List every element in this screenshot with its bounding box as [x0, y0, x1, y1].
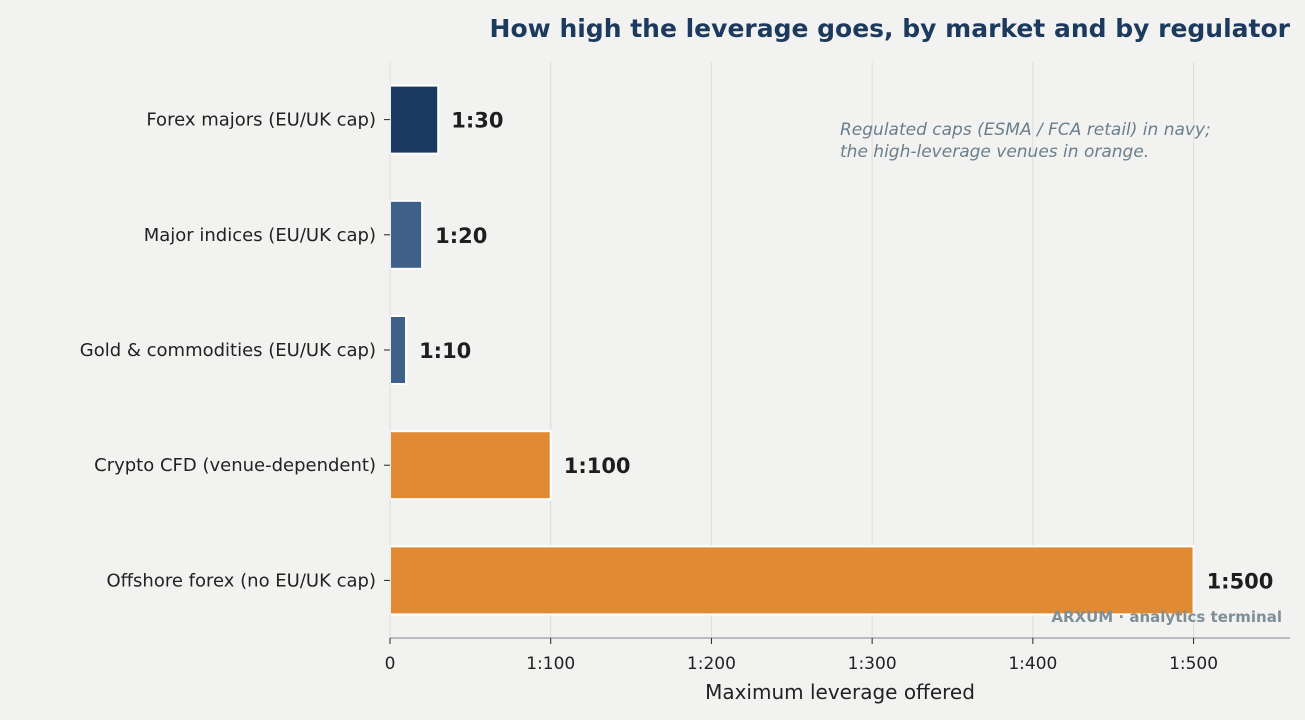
x-tick-label: 1:200 [687, 654, 736, 674]
value-label: 1:30 [451, 109, 503, 133]
axes [384, 62, 1290, 644]
value-label: 1:10 [419, 339, 471, 363]
bar [389, 545, 1195, 616]
bar [389, 315, 408, 385]
category-label: Gold & commodities (EU/UK cap) [80, 340, 376, 361]
bar [389, 84, 440, 155]
x-tick-label: 1:100 [526, 654, 575, 674]
x-tick-label: 1:400 [1008, 654, 1057, 674]
chart-title: How high the leverage goes, by market an… [490, 14, 1291, 43]
bar [389, 430, 552, 501]
bar [389, 199, 424, 270]
category-label: Forex majors (EU/UK cap) [146, 110, 376, 131]
value-label: 1:100 [564, 454, 631, 478]
annotation-line: the high-leverage venues in orange. [840, 142, 1149, 162]
labels: 0 1:100 1:200 1:300 1:400 1:500 Forex majors (… [80, 14, 1291, 704]
value-label: 1:20 [435, 224, 487, 248]
x-tick-label: 0 [385, 654, 396, 674]
x-tick-label: 1:500 [1169, 654, 1218, 674]
watermark-text: ARXUM · analytics terminal [1051, 608, 1282, 626]
bars [389, 84, 1195, 616]
category-label: Offshore forex (no EU/UK cap) [106, 570, 376, 591]
value-label: 1:500 [1207, 569, 1274, 593]
category-label: Crypto CFD (venue-dependent) [94, 455, 376, 476]
gridlines [550, 62, 1195, 638]
category-label: Major indices (EU/UK cap) [144, 225, 376, 246]
x-axis-label: Maximum leverage offered [705, 680, 975, 704]
annotation-line: Regulated caps (ESMA / FCA retail) in na… [840, 120, 1211, 140]
x-tick-label: 1:300 [848, 654, 897, 674]
